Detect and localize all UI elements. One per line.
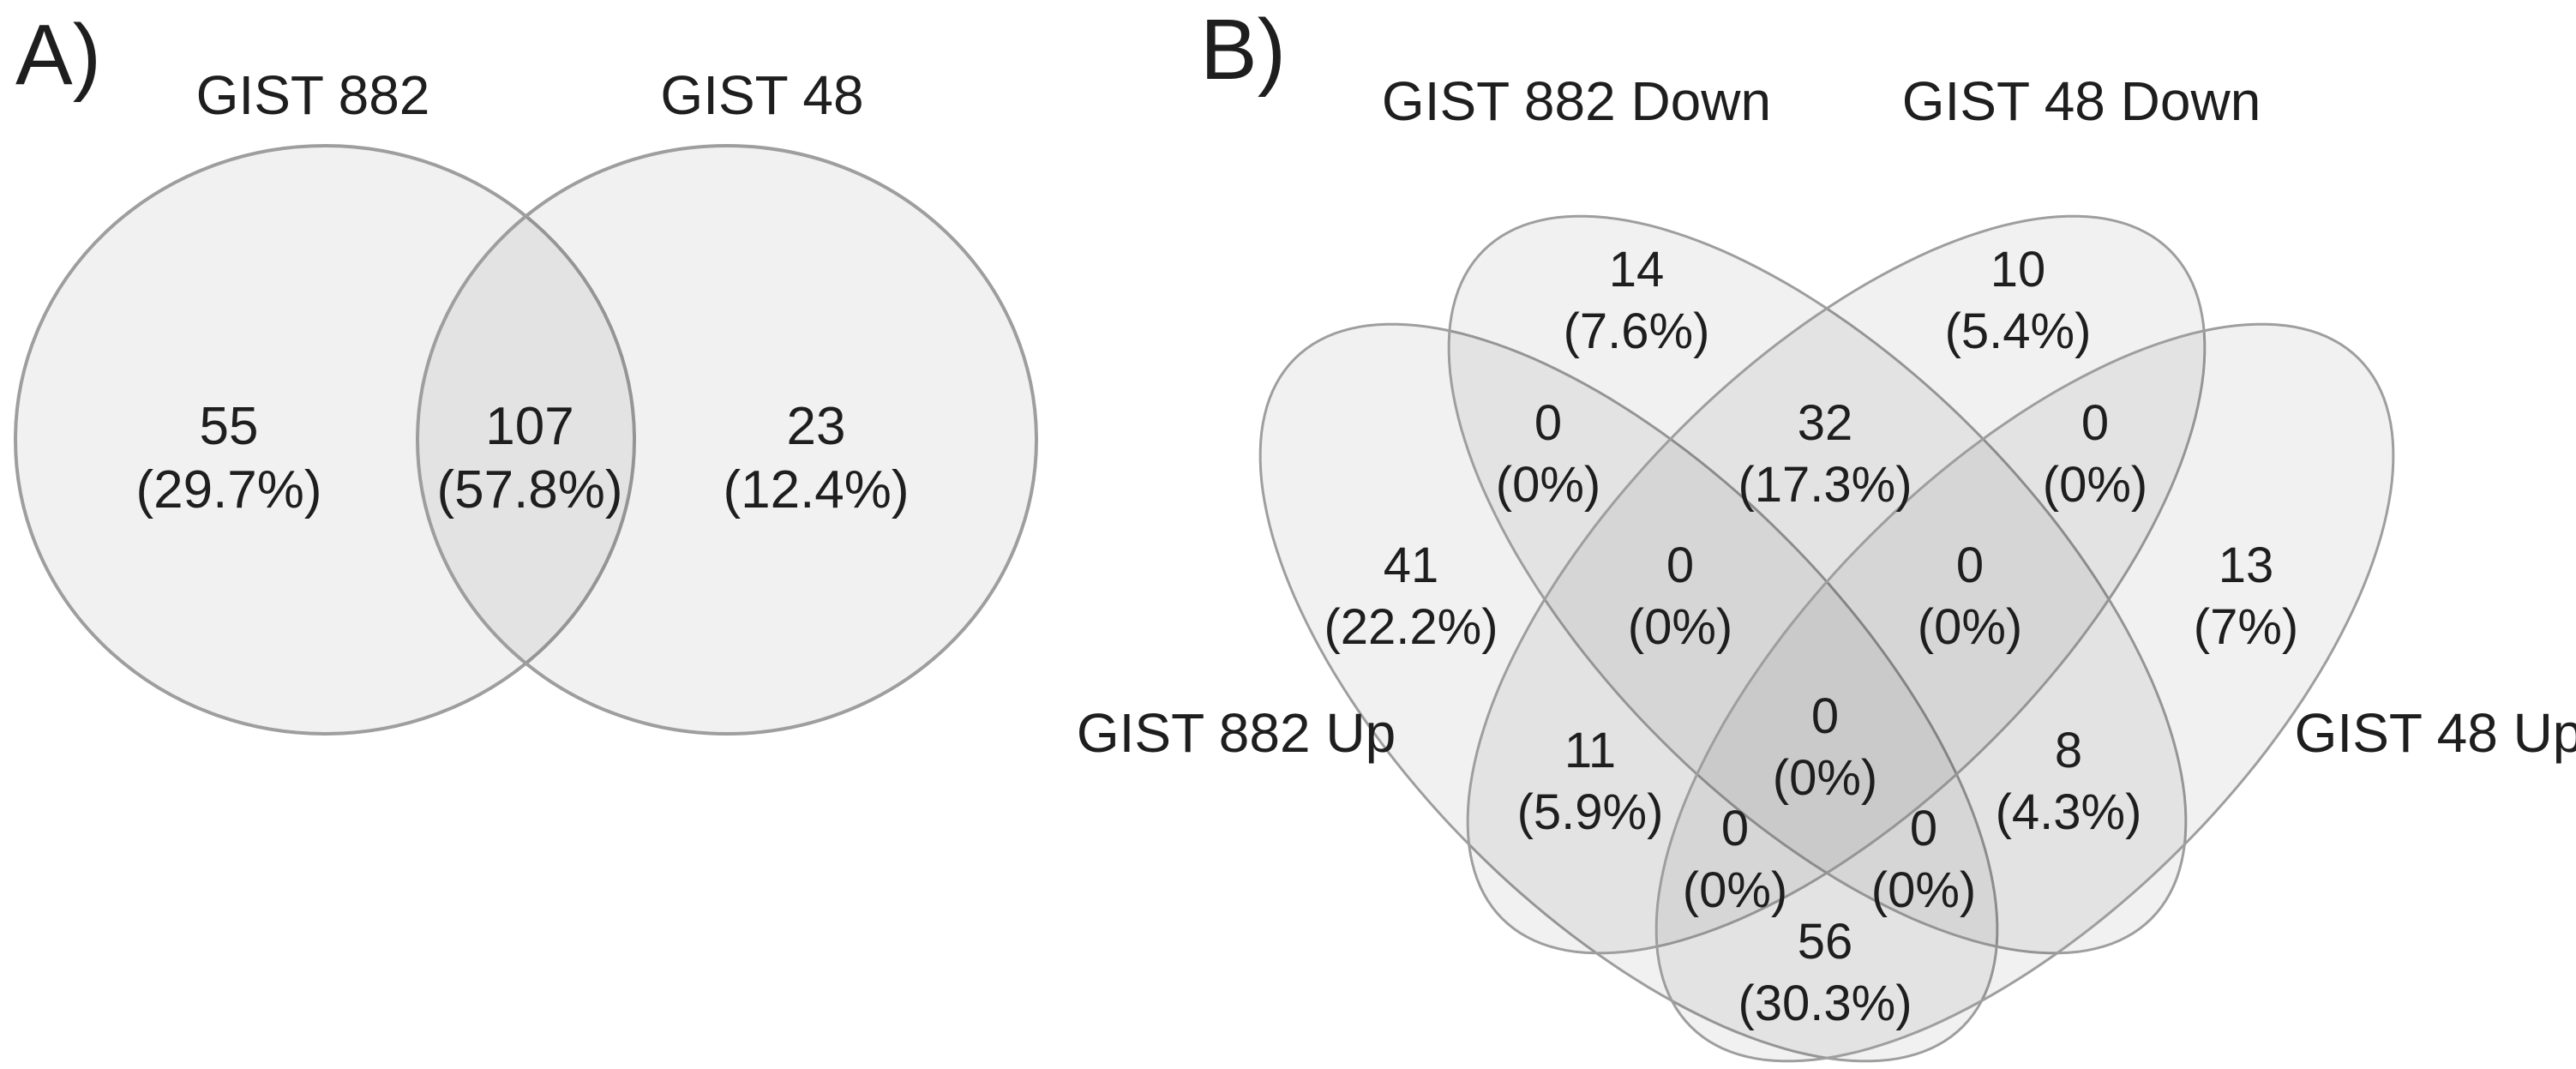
- region-count: 13: [2219, 538, 2274, 593]
- region-count: 0: [1811, 688, 1839, 744]
- region-count: 8: [2055, 723, 2082, 778]
- set-ellipse-gist-48-down: [1466, 214, 2207, 955]
- region-labels: 14 (7.6%) 10 (5.4%) 0 (0%) 32 (17.3%) 0 (0%) 41 (22…: [1324, 242, 2298, 1031]
- panel-a-label: A): [15, 7, 101, 103]
- region-count: 11: [1564, 723, 1616, 778]
- region-percent: (0%): [1918, 599, 2022, 655]
- set-label: GIST 48: [660, 64, 863, 126]
- region-percent: (30.3%): [1738, 976, 1912, 1031]
- panel-b-venn: B) GIST 882 Up GIST 882 Down GIST 48 Dow…: [1077, 2, 2576, 1063]
- set-label: GIST 48 Up: [2295, 702, 2576, 764]
- set-ellipse-gist-882-down: [1447, 214, 2188, 955]
- region-count: 23: [787, 397, 846, 456]
- panel-b-label: B): [1200, 2, 1286, 98]
- region-percent: (29.7%): [135, 460, 321, 519]
- region-count: 41: [1384, 538, 1439, 593]
- set-ellipse-gist-882-up: [1258, 322, 1999, 1063]
- region-percent: (17.3%): [1738, 457, 1912, 513]
- region-count: 55: [200, 397, 259, 456]
- region-percent: (0%): [1628, 599, 1732, 655]
- region-percent: (0%): [1871, 862, 1976, 918]
- region-count: 0: [1666, 538, 1694, 593]
- region-percent: (4.3%): [1996, 784, 2142, 840]
- region-count: 0: [1721, 801, 1749, 856]
- region-count: 0: [1910, 801, 1937, 856]
- region-count: 0: [2081, 395, 2109, 451]
- region-percent: (7%): [2194, 599, 2298, 655]
- set-circle-gist-48: [416, 144, 1038, 736]
- set-label: GIST 882 Up: [1077, 702, 1396, 764]
- region-count: 32: [1798, 395, 1853, 451]
- region-percent: (0%): [1496, 457, 1600, 513]
- set-label: GIST 48 Down: [1902, 70, 2261, 132]
- set-label: GIST 882 Down: [1382, 70, 1771, 132]
- region-count: 107: [485, 397, 573, 456]
- region-percent: (0%): [2043, 457, 2147, 513]
- region-percent: (0%): [1773, 750, 1877, 806]
- region-percent: (5.9%): [1517, 784, 1664, 840]
- panel-a-venn: A) GIST 882 GIST 48 55 (29.7%) 107 (57.8…: [14, 7, 1038, 736]
- region-count: 14: [1609, 242, 1665, 297]
- region-percent: (5.4%): [1945, 303, 2092, 359]
- set-label: GIST 882: [196, 64, 430, 126]
- region-count: 0: [1534, 395, 1562, 451]
- region-percent: (0%): [1683, 862, 1787, 918]
- region-count: 10: [1991, 242, 2046, 297]
- region-count: 56: [1798, 914, 1853, 970]
- set-circle-gist-882: [14, 144, 636, 736]
- set-ellipse-gist-48-up: [1654, 322, 2395, 1063]
- region-percent: (57.8%): [436, 460, 622, 519]
- region-percent: (12.4%): [723, 460, 909, 519]
- region-percent: (22.2%): [1324, 599, 1498, 655]
- region-percent: (7.6%): [1564, 303, 1710, 359]
- region-count: 0: [1956, 538, 1984, 593]
